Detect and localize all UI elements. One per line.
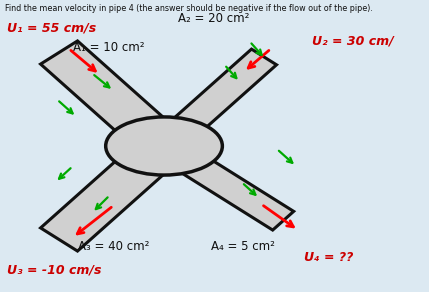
Polygon shape [161, 49, 277, 145]
Text: U₄ = ??: U₄ = ?? [304, 251, 353, 264]
Text: A₄ = 5 cm²: A₄ = 5 cm² [211, 240, 275, 253]
Text: U₃ = -10 cm/s: U₃ = -10 cm/s [6, 263, 101, 276]
Text: Find the mean velocity in pipe 4 (the answer should be negative if the flow out : Find the mean velocity in pipe 4 (the an… [5, 4, 372, 13]
Text: A₃ = 40 cm²: A₃ = 40 cm² [79, 240, 150, 253]
Polygon shape [41, 41, 172, 149]
Ellipse shape [106, 117, 222, 175]
Text: A₁ = 10 cm²: A₁ = 10 cm² [73, 41, 144, 54]
Polygon shape [166, 144, 294, 230]
Text: A₂ = 20 cm²: A₂ = 20 cm² [178, 12, 249, 25]
Polygon shape [41, 143, 172, 251]
Text: U₁ = 55 cm/s: U₁ = 55 cm/s [6, 22, 96, 35]
Text: U₂ = 30 cm/: U₂ = 30 cm/ [312, 35, 393, 48]
